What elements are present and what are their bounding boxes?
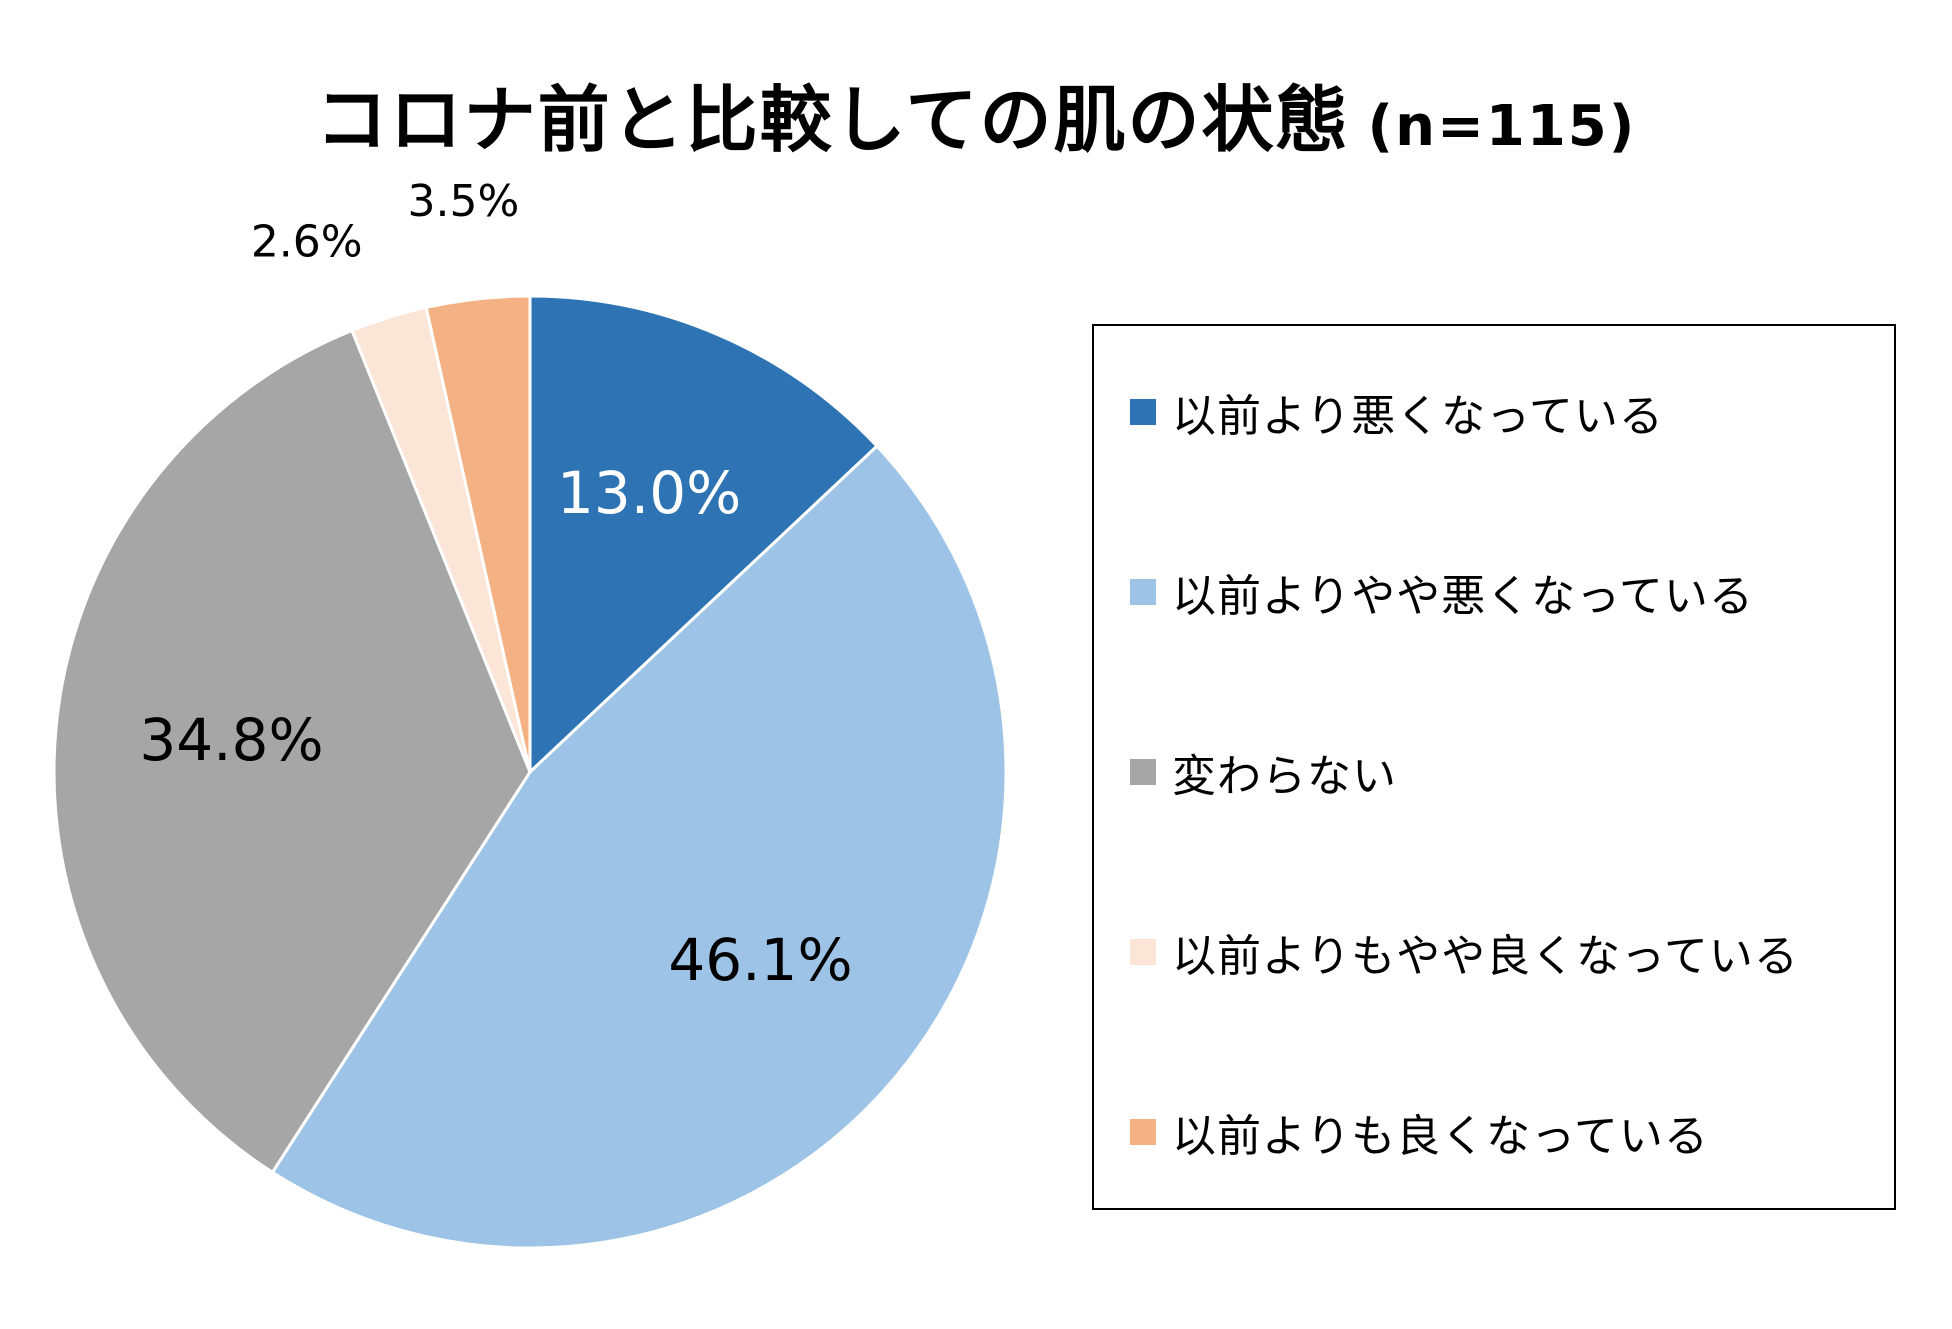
- legend-label: 以前よりやや悪くなっている: [1172, 571, 1754, 622]
- data-label-slightly-better: 2.6%: [251, 216, 363, 267]
- legend-swatch: [1130, 579, 1156, 605]
- legend-swatch: [1130, 399, 1156, 425]
- pie-slice-slightly-worse: [270, 444, 1008, 1250]
- legend-item-slightly-better: 以前よりもやや良くなっている: [1130, 922, 1799, 982]
- legend-label: 以前より悪くなっている: [1172, 391, 1664, 442]
- legend-label: 以前よりもやや良くなっている: [1172, 931, 1799, 982]
- chart-title-text: コロナ前と比較しての肌の状態: [315, 78, 1350, 162]
- data-label-slightly-worse: 46.1%: [668, 926, 852, 994]
- pie-slice-unchanged: [52, 328, 532, 1175]
- legend-item-worse: 以前より悪くなっている: [1130, 382, 1664, 442]
- chart-sample-size: (n=115): [1367, 94, 1637, 159]
- legend-item-unchanged: 変わらない: [1130, 742, 1397, 802]
- data-label-unchanged: 34.8%: [139, 706, 323, 774]
- legend-item-better: 以前よりも良くなっている: [1130, 1102, 1709, 1162]
- legend-swatch: [1130, 759, 1156, 785]
- chart-title: コロナ前と比較しての肌の状態 (n=115): [0, 70, 1952, 177]
- pie-slice-worse: [528, 294, 880, 776]
- legend-item-slightly-worse: 以前よりやや悪くなっている: [1130, 562, 1754, 622]
- data-label-worse: 13.0%: [557, 459, 741, 527]
- legend: 以前より悪くなっている以前よりやや悪くなっている 変わらない以前よりもやや良くなっ…: [1092, 324, 1896, 1210]
- data-label-better: 3.5%: [407, 176, 519, 227]
- legend-swatch: [1130, 1119, 1156, 1145]
- legend-label: 変わらない: [1172, 751, 1397, 802]
- legend-swatch: [1130, 939, 1156, 965]
- pie-slice-better: [424, 294, 532, 773]
- legend-label: 以前よりも良くなっている: [1172, 1111, 1709, 1162]
